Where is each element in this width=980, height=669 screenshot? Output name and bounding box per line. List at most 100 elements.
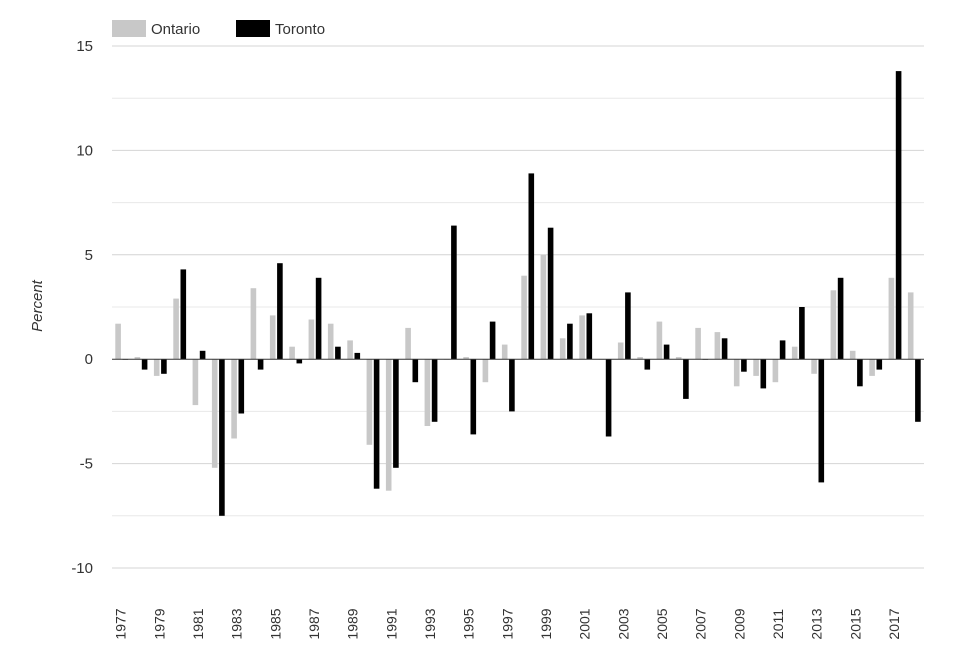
bar-ontario-2010 bbox=[753, 359, 759, 376]
bar-toronto-1995 bbox=[470, 359, 477, 435]
bar-toronto-2015 bbox=[857, 359, 863, 387]
bar-ontario-2001 bbox=[579, 315, 585, 360]
bar-ontario-2008 bbox=[714, 332, 721, 360]
bar-toronto-2018 bbox=[915, 359, 921, 422]
bar-ontario-2004 bbox=[637, 357, 643, 360]
bar-toronto-2001 bbox=[586, 313, 593, 360]
y-tick-label: 10 bbox=[76, 142, 93, 159]
x-tick-label: 2017 bbox=[886, 608, 902, 639]
bar-ontario-1977 bbox=[115, 323, 121, 360]
bar-toronto-1987 bbox=[315, 277, 322, 360]
bar-ontario-1996 bbox=[482, 359, 489, 383]
bar-ontario-1992 bbox=[405, 327, 411, 360]
bar-toronto-1992 bbox=[412, 359, 419, 383]
x-tick-label: 2013 bbox=[809, 608, 825, 639]
bar-toronto-2006 bbox=[683, 359, 689, 399]
bar-ontario-1979 bbox=[153, 359, 160, 376]
bar-toronto-2011 bbox=[779, 340, 786, 360]
x-tick-label: 1991 bbox=[383, 608, 399, 639]
bars bbox=[112, 71, 924, 516]
bar-toronto-1994 bbox=[451, 225, 457, 360]
legend-swatch-ontario bbox=[112, 20, 146, 37]
bar-toronto-2000 bbox=[567, 323, 573, 360]
bar-ontario-2009 bbox=[733, 359, 740, 387]
bar-ontario-1984 bbox=[250, 288, 257, 360]
x-tick-label: 2011 bbox=[770, 609, 786, 639]
bar-ontario-1980 bbox=[173, 298, 179, 360]
bar-toronto-1985 bbox=[277, 263, 283, 360]
x-axis-ticks: 1977 1979 1981 1983 1985 1987 1989 1991 1993 1995… bbox=[113, 608, 902, 639]
x-tick-label: 1995 bbox=[461, 608, 477, 639]
x-tick-label: 2003 bbox=[615, 608, 631, 639]
bar-ontario-2006 bbox=[675, 357, 682, 360]
bar-toronto-1990 bbox=[373, 359, 380, 489]
bar-toronto-1991 bbox=[393, 359, 399, 468]
bar-ontario-1991 bbox=[385, 359, 392, 491]
bar-ontario-2016 bbox=[869, 359, 875, 376]
x-tick-label: 1985 bbox=[267, 608, 283, 639]
bar-ontario-1981 bbox=[192, 359, 199, 406]
bar-toronto-1993 bbox=[431, 359, 438, 422]
bar-toronto-2002 bbox=[605, 359, 612, 437]
x-tick-label: 1997 bbox=[499, 608, 515, 639]
bar-ontario-1998 bbox=[521, 275, 527, 360]
x-tick-label: 1983 bbox=[229, 608, 245, 639]
bar-ontario-1993 bbox=[424, 359, 431, 426]
bar-toronto-1983 bbox=[238, 359, 245, 414]
bar-toronto-1981 bbox=[199, 350, 206, 360]
bar-toronto-2008 bbox=[721, 338, 728, 360]
y-tick-label: 0 bbox=[85, 351, 93, 368]
bar-ontario-2014 bbox=[830, 290, 837, 360]
x-tick-label: 1999 bbox=[538, 608, 554, 639]
y-tick-label: 5 bbox=[85, 247, 93, 264]
bar-toronto-1988 bbox=[335, 346, 341, 360]
bar-ontario-1999 bbox=[540, 254, 547, 360]
y-axis-label: Percent bbox=[29, 279, 46, 332]
y-tick-label: 15 bbox=[76, 38, 93, 55]
bar-toronto-1999 bbox=[547, 227, 554, 360]
bar-toronto-1998 bbox=[528, 173, 535, 360]
x-tick-label: 2001 bbox=[577, 608, 593, 639]
x-tick-label: 1981 bbox=[190, 608, 206, 639]
bar-ontario-2000 bbox=[559, 338, 566, 360]
bar-toronto-1989 bbox=[354, 352, 361, 360]
bar-ontario-2015 bbox=[849, 350, 856, 360]
bar-ontario-2012 bbox=[791, 346, 798, 360]
bar-toronto-1980 bbox=[180, 269, 187, 360]
bar-ontario-1988 bbox=[327, 323, 334, 360]
x-tick-label: 2005 bbox=[654, 608, 670, 639]
bar-toronto-2004 bbox=[644, 359, 651, 370]
bar-toronto-2014 bbox=[837, 277, 844, 360]
bar-toronto-1996 bbox=[489, 321, 496, 360]
x-tick-label: 1979 bbox=[151, 608, 167, 639]
bar-ontario-2017 bbox=[888, 277, 895, 360]
bar-ontario-2003 bbox=[617, 342, 624, 360]
y-tick-label: -10 bbox=[71, 560, 93, 577]
bar-ontario-2018 bbox=[907, 292, 914, 360]
x-tick-label: 1989 bbox=[345, 608, 361, 639]
bar-ontario-1983 bbox=[231, 359, 237, 439]
legend-label-toronto: Toronto bbox=[275, 21, 325, 38]
bar-ontario-1987 bbox=[308, 319, 315, 360]
bar-ontario-1995 bbox=[463, 357, 469, 360]
bar-ontario-1978 bbox=[134, 357, 141, 360]
bar-toronto-1982 bbox=[219, 359, 225, 516]
legend-swatch-toronto bbox=[236, 20, 270, 37]
bar-ontario-2011 bbox=[772, 359, 779, 383]
x-tick-label: 2015 bbox=[847, 608, 863, 639]
legend: Ontario Toronto bbox=[112, 20, 325, 38]
bar-ontario-2007 bbox=[695, 327, 701, 360]
bar-toronto-2009 bbox=[741, 359, 747, 372]
bar-ontario-1986 bbox=[289, 346, 295, 360]
bar-toronto-2005 bbox=[663, 344, 670, 360]
bar-ontario-1985 bbox=[269, 315, 276, 360]
bar-toronto-1986 bbox=[296, 359, 303, 364]
bar-ontario-1982 bbox=[211, 359, 218, 468]
bar-toronto-2012 bbox=[799, 307, 805, 360]
bar-toronto-1997 bbox=[509, 359, 515, 412]
x-tick-label: 2009 bbox=[731, 608, 747, 639]
bar-ontario-1990 bbox=[366, 359, 373, 445]
bar-toronto-2013 bbox=[818, 359, 825, 483]
